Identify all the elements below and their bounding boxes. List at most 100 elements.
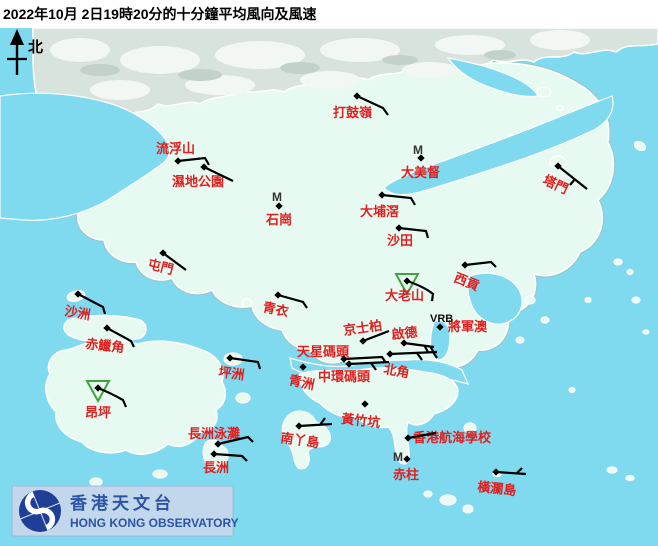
- north-label: 北: [28, 39, 43, 56]
- station-ta-kwu-ling: 打鼓嶺: [333, 92, 389, 120]
- station-label: 大美督: [401, 165, 440, 180]
- station-dot: [159, 249, 167, 257]
- wind-barb: [407, 431, 437, 440]
- wind-barb: [343, 355, 387, 364]
- north-arrow: 北: [7, 29, 43, 75]
- station-dot: [210, 450, 218, 458]
- wind-barb: [464, 260, 497, 268]
- station-label: 沙田: [387, 233, 413, 248]
- station-label: 青衣: [261, 299, 290, 319]
- station-dot: [200, 163, 208, 171]
- wind-barb: [229, 356, 262, 370]
- station-shek-kong: 石崗 M: [265, 190, 292, 227]
- station-label: 流浮山: [156, 141, 195, 156]
- port-shelter: [467, 272, 523, 325]
- wind-barb: [177, 156, 210, 166]
- station-hk-sea-school: 香港航海學校: [404, 430, 492, 445]
- station-dot: [94, 384, 102, 392]
- station-label: 昂坪: [85, 405, 111, 420]
- wind-barb: [356, 95, 389, 116]
- station-label: 南丫島: [280, 430, 321, 450]
- station-wetland-park: 濕地公園: [172, 163, 234, 189]
- wind-barb: [77, 293, 107, 315]
- wind-barb: [298, 417, 333, 428]
- lantau-island: [44, 339, 227, 456]
- station-dot: [400, 339, 408, 347]
- hko-logo-swirl: [20, 491, 60, 531]
- shenzhen-area: [32, 27, 658, 135]
- station-dot: [417, 154, 425, 162]
- urban-texture: [46, 30, 590, 105]
- title-strip: [0, 0, 658, 28]
- station-label: 青洲: [287, 372, 316, 392]
- station-sha-tin: 沙田: [387, 224, 430, 248]
- station-label: 赤柱: [393, 467, 419, 482]
- station-kings-park: 京士柏: [342, 318, 390, 345]
- station-waglan-island: 橫瀾島: [477, 467, 527, 498]
- wind-barb: [406, 279, 435, 302]
- station-lamma-island: 南丫島: [280, 417, 333, 450]
- station-label: 打鼓嶺: [333, 105, 372, 120]
- station-dot: [359, 337, 367, 345]
- station-label: 橫瀾島: [477, 479, 517, 498]
- logo-text-cn: 香港天文台: [70, 493, 175, 513]
- station-label: 沙洲: [63, 303, 91, 322]
- station-dot: [395, 224, 403, 232]
- page-title: 2022年10月 2日19時20分的十分鐘平均風向及風速: [3, 6, 317, 22]
- station-dot: [299, 363, 307, 371]
- station-sha-chau: 沙洲: [63, 290, 107, 322]
- station-dot: [295, 422, 303, 430]
- station-peng-chau: 坪洲: [218, 354, 262, 383]
- wind-barb: [97, 386, 128, 408]
- wind-barb: [277, 293, 308, 309]
- wind-barb: [398, 226, 430, 239]
- station-dot: [174, 157, 182, 165]
- station-dot: [403, 455, 411, 463]
- flag-m: M: [413, 143, 423, 157]
- station-dot: [461, 261, 469, 269]
- station-dot: [492, 468, 500, 476]
- tolo-harbour: [383, 95, 614, 196]
- station-dot: [226, 354, 234, 362]
- station-dot: [386, 350, 394, 358]
- station-label: 屯門: [146, 256, 175, 277]
- station-dot: [345, 360, 353, 368]
- station-dot: [214, 440, 222, 448]
- wind-barb: [557, 165, 588, 190]
- station-label: 大埔滘: [360, 204, 399, 219]
- starling-inlet: [446, 57, 539, 98]
- flag-m: M: [393, 450, 403, 464]
- station-dot: [404, 434, 412, 442]
- station-label: 將軍澳: [448, 319, 488, 334]
- station-label: 大老山: [385, 288, 424, 303]
- station-tuen-mun: 屯門: [146, 249, 187, 277]
- station-dot: [275, 202, 283, 210]
- station-central-pier: 中環碼頭: [318, 360, 390, 384]
- station-star-ferry-pier: 天星碼頭: [297, 344, 387, 364]
- station-stanley: 赤柱 M: [393, 450, 419, 482]
- station-dot: [340, 355, 348, 363]
- station-label: 濕地公園: [172, 174, 224, 189]
- wind-barb: [213, 452, 248, 462]
- wind-barb: [389, 350, 438, 361]
- station-dot: [378, 191, 386, 199]
- wind-barb: [362, 329, 390, 343]
- station-label: 京士柏: [342, 318, 383, 338]
- station-wong-chuk-hang: 黃竹坑: [340, 400, 381, 430]
- station-north-point: 北角: [382, 350, 438, 380]
- station-cheung-chau-beach: 長洲泳灘: [188, 426, 254, 448]
- station-label: 坪洲: [218, 364, 246, 382]
- wind-barb: [381, 193, 416, 206]
- north-arrow-head: [10, 29, 24, 45]
- station-dot: [436, 323, 444, 331]
- wind-barb: [162, 252, 187, 271]
- station-dot: [74, 290, 82, 298]
- station-label: 啟德: [391, 324, 418, 342]
- stations-layer: 打鼓嶺流浮山濕地公園石崗M大美督M塔門大埔滘沙田西貢屯門沙洲赤鱲角青衣坪洲大老山…: [63, 92, 588, 498]
- station-dot: [103, 324, 111, 332]
- hko-logo: 香港天文台 HONG KONG OBSERVATORY: [11, 485, 239, 537]
- station-label: 中環碼頭: [318, 369, 371, 384]
